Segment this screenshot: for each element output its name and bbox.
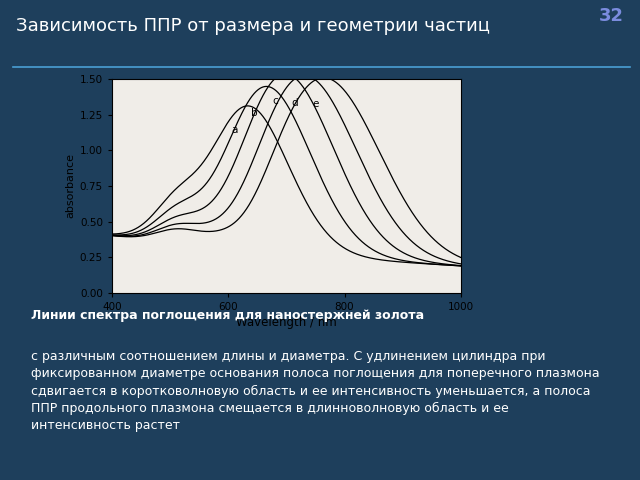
Text: c: c [272, 96, 278, 106]
Text: с различным соотношением длины и диаметра. С удлинением цилиндра при
фиксированн: с различным соотношением длины и диаметр… [31, 350, 600, 432]
Text: a: a [231, 125, 237, 135]
Text: Зависимость ППР от размера и геометрии частиц: Зависимость ППР от размера и геометрии ч… [16, 17, 490, 36]
Text: Линии спектра поглощения для наностержней золота: Линии спектра поглощения для наностержне… [31, 309, 424, 322]
Text: e: e [312, 99, 319, 109]
Y-axis label: absorbance: absorbance [65, 154, 76, 218]
Text: b: b [251, 108, 258, 118]
Text: 32: 32 [599, 7, 624, 25]
Text: d: d [292, 98, 298, 108]
X-axis label: Wavelength / nm: Wavelength / nm [236, 316, 337, 329]
